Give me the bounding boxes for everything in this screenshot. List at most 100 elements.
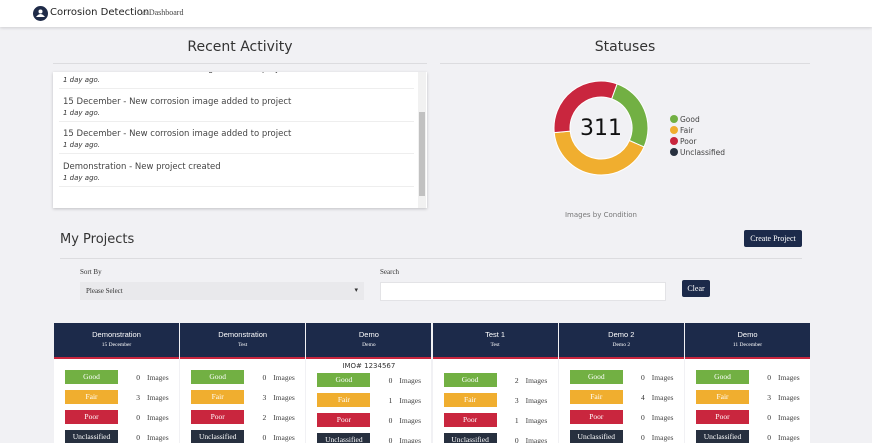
condition-badge[interactable]: Fair [696, 390, 749, 404]
divider [440, 63, 810, 64]
legend-swatch [670, 148, 678, 156]
condition-badge[interactable]: Unclassified [443, 433, 497, 443]
activity-time: 1 day ago. [63, 76, 101, 84]
condition-badge[interactable]: Unclassified [317, 433, 371, 443]
search-input[interactable] [380, 282, 666, 301]
dashboard-link[interactable]: ⌂ Dashboard [142, 8, 184, 17]
divider [59, 88, 414, 89]
condition-badge[interactable]: Poor [65, 410, 118, 424]
image-count: 0 [767, 413, 771, 422]
search-label: Search [380, 268, 400, 276]
create-project-button[interactable]: Create Project [744, 230, 802, 247]
status-chart: 311 Good Fair Poor Unclassified [553, 80, 725, 176]
image-count: 0 [388, 416, 393, 425]
card-subtitle: Demo [362, 342, 376, 348]
condition-badge[interactable]: Good [65, 370, 118, 384]
image-count: 0 [641, 413, 645, 422]
unit-label: Images [273, 393, 295, 402]
card-subtitle: Test [490, 342, 500, 348]
condition-badge[interactable]: Good [569, 370, 623, 384]
sort-placeholder: Please Select [86, 287, 123, 295]
divider [59, 153, 414, 154]
total: 311 [580, 116, 622, 141]
clear-button[interactable]: Clear [682, 280, 710, 297]
condition-badge[interactable]: Poor [191, 410, 245, 424]
divider [59, 185, 414, 187]
condition-badge[interactable]: Unclassified [65, 430, 118, 443]
card-header: Demonstration Test [180, 323, 306, 359]
projects-title: My Projects [60, 232, 135, 247]
image-count: 1 [388, 396, 393, 405]
condition-badge[interactable]: Fair [65, 390, 118, 404]
card-title: Test 1 [485, 330, 506, 339]
condition-badge[interactable]: Unclassified [569, 430, 623, 443]
condition-badge[interactable]: Unclassified [191, 430, 245, 443]
image-count: 3 [262, 393, 267, 402]
activity-text: 15 December - New corrosion image added … [63, 72, 291, 74]
condition-badge[interactable]: Poor [317, 413, 371, 427]
condition-badge[interactable]: Fair [569, 390, 623, 404]
image-count: 4 [641, 393, 645, 402]
image-count: 0 [262, 433, 267, 442]
unit-label: Images [651, 393, 674, 402]
unit-label: Images [147, 393, 169, 402]
condition-badge[interactable]: Good [191, 370, 245, 384]
legend-swatch [670, 126, 678, 134]
project-card[interactable]: Test 1 Test Good 2 Images Fair 3 Images Poor 1 Ima… [432, 323, 558, 443]
card-header: Demonstration 15 December [54, 323, 179, 359]
project-card[interactable]: Demo 11 December Good 0 Images Fair 3 Images Poo… [685, 323, 810, 443]
condition-badge[interactable]: Good [317, 373, 371, 387]
select-arrow: ▾ [354, 286, 358, 294]
condition-badge[interactable]: Poor [569, 410, 623, 424]
dashboard-link-text[interactable]: Dashboard [148, 8, 184, 17]
condition-badge[interactable]: Good [696, 370, 749, 384]
chart-caption: Images by Condition [564, 211, 637, 219]
condition-badge[interactable]: Fair [191, 390, 245, 404]
project-card[interactable]: Demonstration 15 December Good 0 Images Fair 3… [54, 323, 179, 443]
condition-badge[interactable]: Unclassified [696, 430, 749, 443]
condition-badge[interactable]: Good [443, 373, 497, 387]
brand[interactable]: Corrosion Detection [50, 7, 150, 18]
image-count: 1 [514, 416, 519, 425]
navbar: Corrosion Detection ⌂ Dashboard [0, 0, 872, 27]
image-count: 0 [262, 373, 267, 382]
activity-time: 1 day ago. [63, 173, 101, 182]
legend-label: Fair [680, 126, 694, 135]
card-subtitle: 15 December [101, 342, 132, 348]
unit-label: Images [651, 433, 674, 442]
imo-number: IMO# 1234567 [342, 362, 396, 370]
unit-label: Images [778, 373, 800, 382]
activity-list[interactable]: 15 December - New corrosion image added … [53, 72, 427, 208]
condition-badge[interactable]: Fair [443, 393, 497, 407]
unit-label: Images [399, 436, 422, 443]
card-title: Demo [737, 330, 758, 339]
unit-label: Images [147, 433, 169, 442]
unit-label: Images [273, 413, 295, 422]
activity-time: 1 day ago. [63, 108, 101, 117]
unit-label: Images [273, 373, 295, 382]
unit-label: Images [651, 413, 674, 422]
activity-text: Demonstration - New project created [63, 161, 221, 172]
unit-label: Images [273, 433, 295, 442]
project-card[interactable]: Demo Demo IMO# 1234567 Good 0 Images Fair 1 Imag… [306, 323, 432, 443]
condition-badge[interactable]: Poor [696, 410, 749, 424]
image-count: 0 [641, 373, 645, 382]
project-card[interactable]: Demo 2 Demo 2 Good 0 Images Fair 4 Images Poor 0 I… [558, 323, 684, 443]
scroll-thumb[interactable] [419, 112, 425, 196]
divider [53, 63, 427, 64]
unit-label: Images [778, 433, 800, 442]
sort-select[interactable]: Please Select ▾ [80, 282, 364, 300]
unit-label: Images [778, 393, 800, 402]
divider [59, 120, 414, 122]
legend-swatch [670, 137, 678, 145]
legend-label: Unclassified [680, 148, 725, 157]
donut-segment [553, 80, 618, 134]
project-card[interactable]: Demonstration Test Good 0 Images Fair 3 Images P… [180, 323, 306, 443]
condition-badge[interactable]: Poor [443, 413, 497, 427]
condition-badge[interactable]: Fair [317, 393, 371, 407]
sort-label: Sort By [80, 268, 102, 276]
unit-label: Images [399, 416, 422, 425]
card-header: Demo 11 December [685, 323, 810, 359]
unit-label: Images [651, 373, 674, 382]
statuses-title: Statuses [594, 39, 656, 55]
